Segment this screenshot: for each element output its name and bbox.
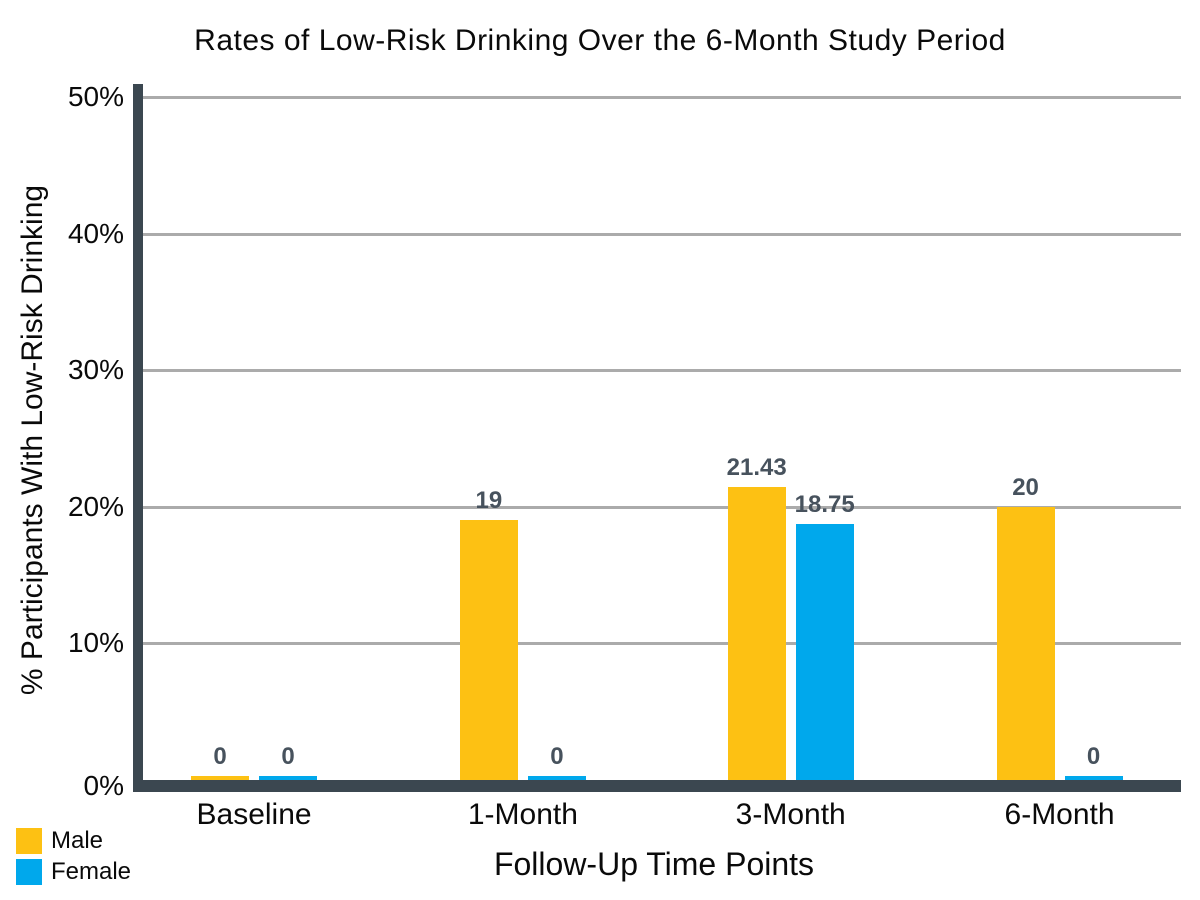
- gridline-20pct: [143, 505, 1181, 509]
- bar-value-label: 0: [1086, 743, 1101, 770]
- legend-item-female: Female: [16, 859, 131, 885]
- gridline-10pct: [143, 642, 1181, 646]
- bar-value-label: 19: [475, 487, 503, 515]
- bar-male-3-month: [727, 487, 786, 780]
- bar-male-baseline: [191, 776, 250, 780]
- y-tick-label: 30%: [67, 354, 124, 386]
- y-tick-label: 20%: [67, 490, 124, 522]
- legend-item-male: Male: [16, 828, 131, 854]
- bar-value-label: 0: [213, 743, 227, 770]
- male-swatch-icon: [16, 828, 42, 854]
- bar-value-label: 20: [1012, 473, 1039, 501]
- bar-value-label: 21.43: [726, 454, 787, 482]
- y-tick-label: 40%: [67, 217, 124, 249]
- x-tick-label: 6-Month: [1004, 798, 1115, 831]
- x-tick-label: Baseline: [196, 798, 312, 831]
- bar-value-label: 18.75: [794, 490, 855, 518]
- legend-label: Female: [51, 858, 132, 885]
- y-tick-label: 0%: [83, 770, 124, 801]
- gridline-30pct: [143, 369, 1181, 373]
- y-axis-label: % Participants With Low-Risk Drinking: [16, 184, 49, 696]
- x-axis-label: Follow-Up Time Points: [493, 846, 815, 882]
- gridline-40pct: [143, 232, 1181, 236]
- bar-female-1-month: [527, 776, 586, 780]
- chart-title: Rates of Low-Risk Drinking Over the 6-Mo…: [194, 24, 1006, 57]
- bar-female-baseline: [259, 776, 318, 780]
- bar-male-1-month: [459, 520, 518, 780]
- x-tick-label: 1-Month: [467, 798, 578, 831]
- gridline-50pct: [143, 96, 1181, 99]
- legend: Male Female: [16, 828, 131, 890]
- y-tick-label: 10%: [67, 627, 124, 659]
- x-tick-label: 3-Month: [735, 798, 846, 831]
- y-tick-label: 50%: [67, 81, 124, 112]
- y-axis-line: [133, 84, 143, 792]
- bar-female-3-month: [795, 523, 854, 780]
- x-axis-line: [133, 780, 1181, 792]
- bar-female-6-month: [1064, 776, 1123, 780]
- female-swatch-icon: [16, 859, 42, 885]
- bar-value-label: 0: [281, 743, 295, 770]
- legend-label: Male: [51, 827, 104, 854]
- bar-value-label: 0: [550, 743, 564, 770]
- bar-male-6-month: [996, 506, 1055, 780]
